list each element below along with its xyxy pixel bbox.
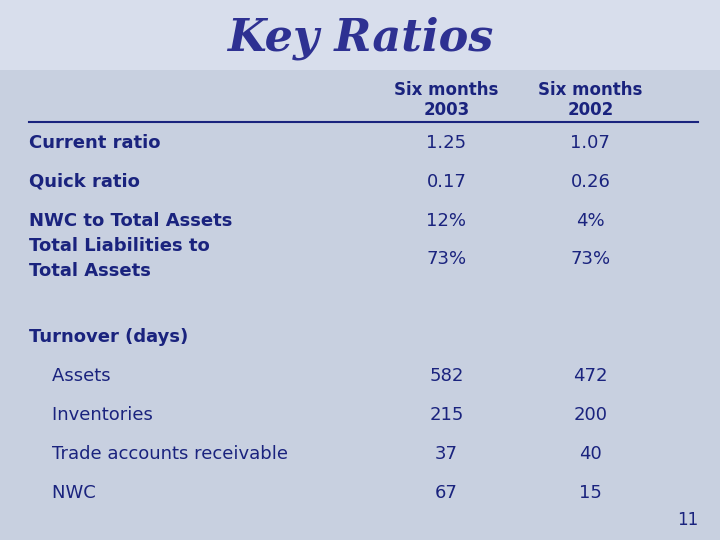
Text: Assets: Assets: [29, 367, 110, 386]
Text: 67: 67: [435, 484, 458, 502]
Text: 582: 582: [429, 367, 464, 386]
Text: NWC to Total Assets: NWC to Total Assets: [29, 212, 232, 230]
Text: 15: 15: [579, 484, 602, 502]
Text: 472: 472: [573, 367, 608, 386]
Text: 73%: 73%: [426, 249, 467, 268]
Text: 0.26: 0.26: [570, 173, 611, 191]
Text: Turnover (days): Turnover (days): [29, 328, 188, 347]
Text: Six months
2003: Six months 2003: [395, 80, 498, 119]
Text: 73%: 73%: [570, 249, 611, 268]
Text: 11: 11: [677, 511, 698, 529]
Text: 200: 200: [573, 406, 608, 424]
Text: 4%: 4%: [576, 212, 605, 230]
Text: Six months
2002: Six months 2002: [539, 80, 642, 119]
Text: Total Liabilities to: Total Liabilities to: [29, 237, 210, 255]
Text: Inventories: Inventories: [29, 406, 153, 424]
Text: 0.17: 0.17: [426, 173, 467, 191]
Text: Current ratio: Current ratio: [29, 134, 161, 152]
Text: 12%: 12%: [426, 212, 467, 230]
Text: Total Assets: Total Assets: [29, 261, 150, 280]
Text: 215: 215: [429, 406, 464, 424]
Text: 37: 37: [435, 445, 458, 463]
Text: NWC: NWC: [29, 484, 96, 502]
Text: 1.07: 1.07: [570, 134, 611, 152]
Text: Key Ratios: Key Ratios: [227, 16, 493, 59]
Text: 40: 40: [579, 445, 602, 463]
Text: 1.25: 1.25: [426, 134, 467, 152]
FancyBboxPatch shape: [0, 0, 720, 70]
Text: Quick ratio: Quick ratio: [29, 173, 140, 191]
Text: Trade accounts receivable: Trade accounts receivable: [29, 445, 288, 463]
